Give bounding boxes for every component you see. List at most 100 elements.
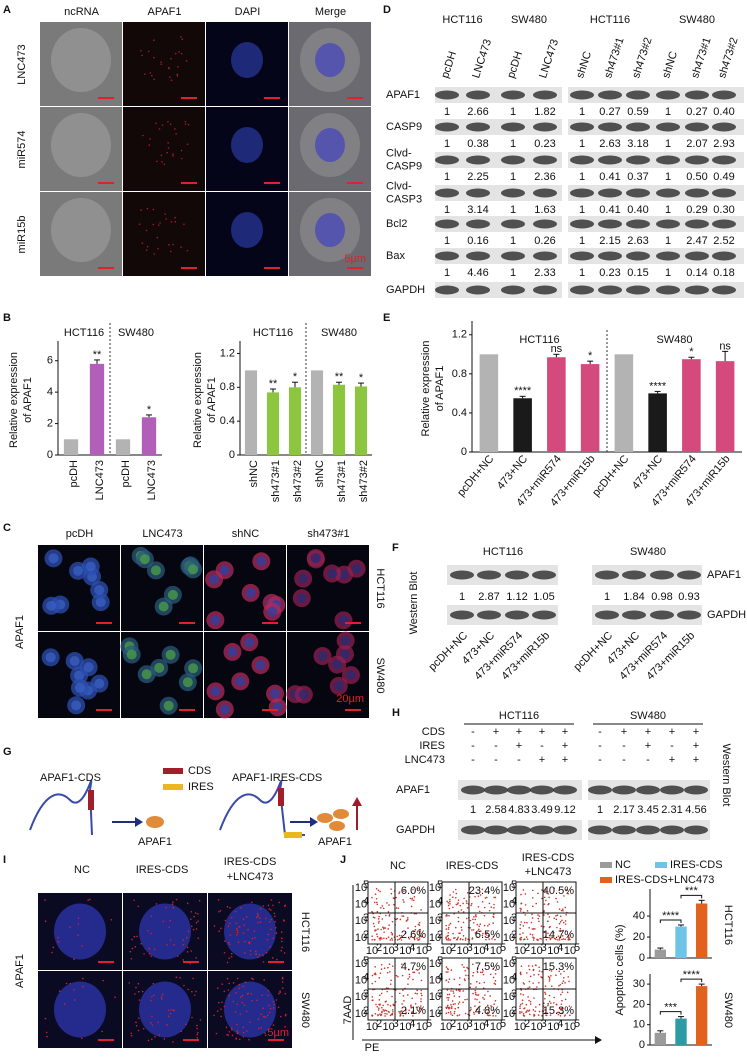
event: [398, 891, 401, 893]
band: [533, 122, 557, 132]
x-tick-exponent: 3: [541, 942, 547, 954]
event: [407, 927, 409, 929]
event: [447, 981, 450, 983]
event: [446, 993, 449, 996]
blot-label: Clvd-: [386, 147, 412, 159]
nucleus: [256, 556, 267, 567]
band: [435, 251, 459, 261]
signal: [150, 1022, 152, 1024]
nucleus: [182, 677, 193, 688]
band-value: 3.45: [637, 804, 658, 816]
event: [391, 995, 393, 998]
event: [532, 889, 534, 892]
event: [562, 938, 565, 940]
event: [537, 914, 539, 916]
y-axis-label: of APAF1: [434, 366, 446, 412]
event: [378, 937, 381, 940]
group-label: HCT116: [519, 334, 559, 346]
blot-label: CASP9: [386, 160, 422, 172]
condition-sign: +: [645, 740, 651, 752]
band: [656, 251, 680, 261]
event: [389, 939, 392, 941]
construct-label: APAF1-IRES-CDS: [232, 772, 322, 784]
x-tick-exponent: 4: [409, 1018, 415, 1030]
event: [483, 924, 486, 927]
signal: [171, 903, 174, 906]
signal: [242, 918, 245, 920]
signal: [151, 1038, 153, 1040]
scale-label: 5µm: [267, 1027, 289, 1039]
band: [501, 219, 525, 229]
band: [466, 188, 490, 198]
signal: [235, 1038, 237, 1040]
bar: [580, 364, 600, 452]
event: [476, 970, 479, 973]
event: [487, 1004, 489, 1007]
band-value: 0.40: [627, 204, 648, 216]
signal: [242, 932, 245, 934]
event: [528, 1013, 531, 1016]
band: [612, 825, 636, 835]
signal: [166, 1024, 168, 1026]
signal: [281, 937, 283, 940]
band: [656, 188, 680, 198]
x-tick-label: 10: [416, 945, 428, 957]
band: [677, 610, 701, 620]
nucleus: [95, 597, 106, 608]
signal: [267, 994, 269, 997]
column-header: IRES-CDS: [136, 864, 189, 876]
y-tick-label: 10: [429, 882, 441, 894]
signal: [268, 908, 271, 910]
event: [453, 995, 456, 997]
signal: [182, 959, 185, 961]
nucleus: [339, 649, 350, 660]
event: [389, 983, 392, 985]
signal: [44, 1017, 47, 1020]
event: [550, 970, 553, 972]
signal: [190, 910, 193, 913]
blot-label: Bax: [386, 250, 405, 262]
signal: [281, 940, 283, 943]
event: [387, 966, 389, 969]
event: [481, 888, 484, 891]
signal: [175, 976, 178, 979]
nucleus: [154, 662, 165, 673]
event: [373, 973, 376, 975]
condition-sign: -: [622, 740, 626, 752]
event: [490, 906, 493, 908]
panel-label: D: [383, 4, 391, 16]
signal: [270, 928, 272, 931]
event: [399, 1012, 401, 1014]
significance: ns: [551, 343, 563, 355]
band: [435, 219, 459, 229]
band: [598, 188, 622, 198]
event: [385, 937, 388, 940]
event: [464, 979, 466, 982]
nucleus: [210, 615, 221, 626]
bar: [695, 903, 708, 958]
x-tick-label: 10: [473, 1021, 485, 1033]
event: [548, 896, 550, 899]
x-tick-label: 10: [490, 1021, 502, 1033]
event: [380, 928, 382, 931]
event: [519, 923, 522, 926]
y-tick-exponent: 2: [511, 1005, 517, 1017]
event: [476, 932, 478, 934]
y-tick-label: 1.2: [220, 347, 235, 359]
signal: [170, 79, 173, 82]
signal: [262, 954, 264, 957]
event: [475, 986, 477, 988]
event: [402, 995, 405, 997]
signal: [281, 981, 284, 983]
event: [460, 929, 463, 931]
signal: [259, 921, 262, 923]
event: [379, 939, 381, 941]
nucleus: [126, 649, 137, 660]
nucleus: [231, 42, 263, 78]
micrograph: [287, 545, 369, 631]
condition-sign: +: [621, 726, 627, 738]
event: [479, 894, 482, 896]
event: [407, 983, 409, 985]
event: [398, 1010, 400, 1013]
x-tick-label: 10: [514, 945, 526, 957]
